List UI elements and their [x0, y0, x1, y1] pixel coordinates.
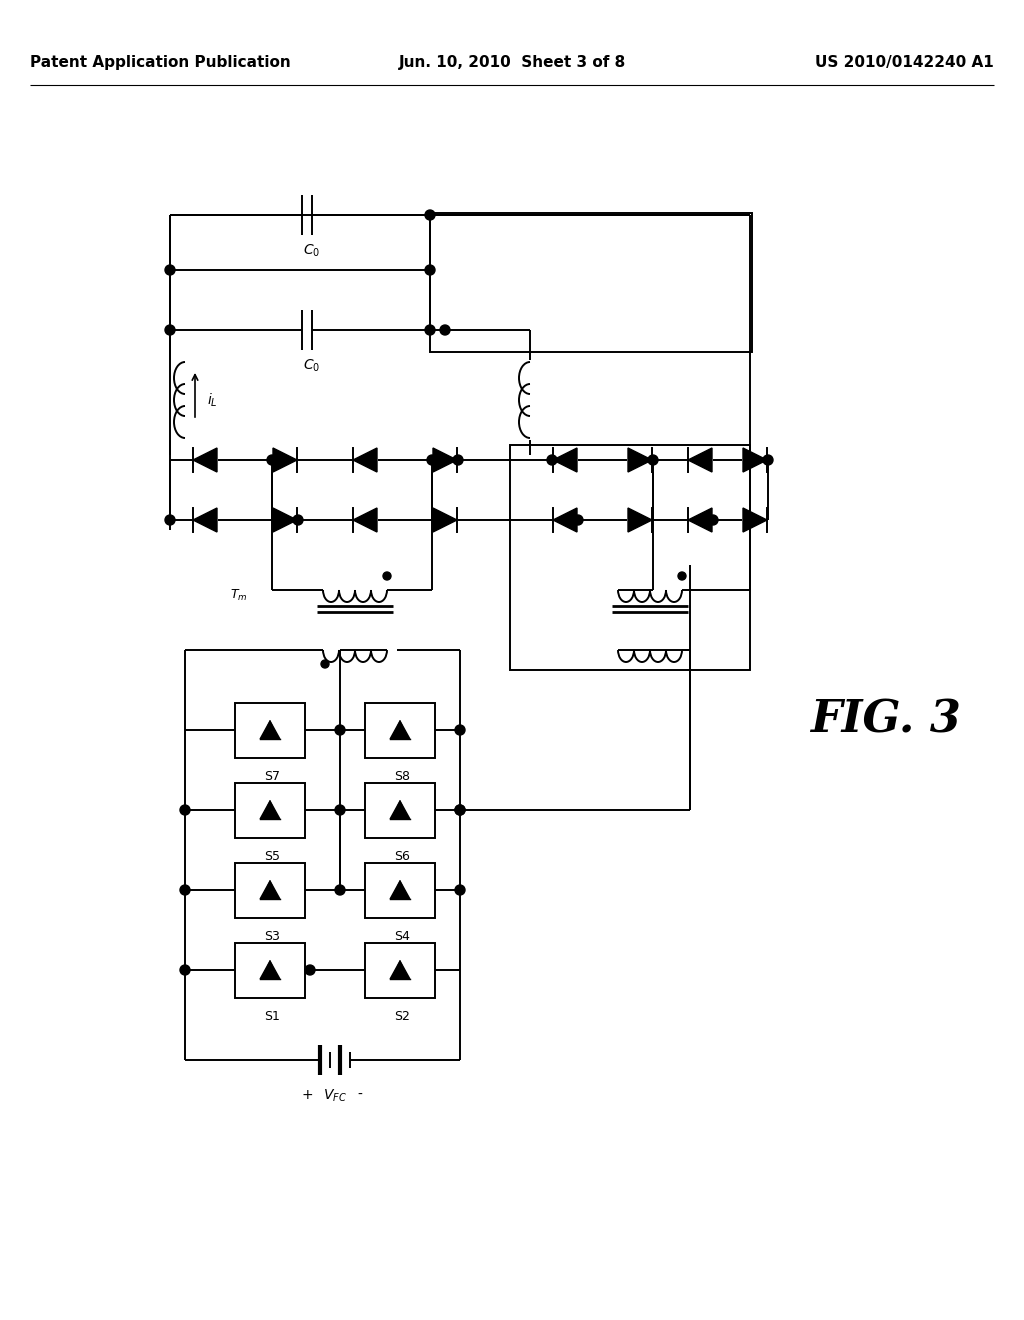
- Text: $T_m$: $T_m$: [230, 587, 248, 602]
- Polygon shape: [743, 508, 767, 532]
- Polygon shape: [433, 508, 457, 532]
- Polygon shape: [390, 961, 410, 979]
- Circle shape: [427, 455, 437, 465]
- Polygon shape: [260, 961, 280, 979]
- Circle shape: [335, 725, 345, 735]
- Text: Patent Application Publication: Patent Application Publication: [30, 55, 291, 70]
- Polygon shape: [260, 801, 280, 818]
- Text: $C_0$: $C_0$: [303, 243, 321, 260]
- Circle shape: [425, 210, 435, 220]
- Text: $V_{FC}$: $V_{FC}$: [323, 1088, 347, 1105]
- Circle shape: [425, 265, 435, 275]
- Circle shape: [335, 884, 345, 895]
- Polygon shape: [743, 447, 767, 473]
- Text: FIG. 3: FIG. 3: [810, 698, 961, 742]
- Circle shape: [678, 572, 686, 579]
- Bar: [234, 862, 305, 917]
- Bar: [234, 783, 305, 837]
- Text: +: +: [301, 1088, 312, 1102]
- Text: $C_0$: $C_0$: [303, 358, 321, 375]
- Bar: [365, 783, 435, 837]
- Polygon shape: [273, 508, 297, 532]
- Bar: [365, 942, 435, 998]
- Circle shape: [440, 325, 450, 335]
- Text: S5: S5: [264, 850, 280, 862]
- Circle shape: [267, 455, 278, 465]
- Circle shape: [425, 325, 435, 335]
- Circle shape: [165, 265, 175, 275]
- Polygon shape: [688, 508, 712, 532]
- Circle shape: [305, 965, 315, 975]
- Text: S2: S2: [394, 1010, 410, 1023]
- Polygon shape: [353, 447, 377, 473]
- Polygon shape: [553, 508, 577, 532]
- Text: US 2010/0142240 A1: US 2010/0142240 A1: [815, 55, 994, 70]
- Circle shape: [180, 965, 190, 975]
- Polygon shape: [390, 880, 410, 899]
- Text: S7: S7: [264, 770, 280, 783]
- Polygon shape: [628, 508, 652, 532]
- Bar: [234, 702, 305, 758]
- Circle shape: [383, 572, 391, 579]
- Circle shape: [455, 725, 465, 735]
- Circle shape: [453, 455, 463, 465]
- Circle shape: [763, 455, 773, 465]
- Circle shape: [547, 455, 557, 465]
- Circle shape: [180, 805, 190, 814]
- Circle shape: [455, 805, 465, 814]
- Circle shape: [455, 805, 465, 814]
- Circle shape: [708, 515, 718, 525]
- Circle shape: [180, 884, 190, 895]
- Polygon shape: [260, 880, 280, 899]
- Bar: [234, 942, 305, 998]
- Circle shape: [648, 455, 658, 465]
- Circle shape: [573, 515, 583, 525]
- Bar: [430, 213, 752, 352]
- Circle shape: [165, 515, 175, 525]
- Polygon shape: [353, 508, 377, 532]
- Polygon shape: [433, 447, 457, 473]
- Text: S3: S3: [264, 929, 280, 942]
- Bar: [365, 862, 435, 917]
- Circle shape: [455, 884, 465, 895]
- Polygon shape: [193, 508, 217, 532]
- Circle shape: [321, 660, 329, 668]
- Text: S8: S8: [394, 770, 410, 783]
- Text: S1: S1: [264, 1010, 280, 1023]
- Text: S6: S6: [394, 850, 410, 862]
- Circle shape: [293, 515, 303, 525]
- Polygon shape: [628, 447, 652, 473]
- Bar: [510, 445, 750, 671]
- Text: -: -: [357, 1088, 362, 1102]
- Text: Jun. 10, 2010  Sheet 3 of 8: Jun. 10, 2010 Sheet 3 of 8: [398, 55, 626, 70]
- Text: S4: S4: [394, 929, 410, 942]
- Polygon shape: [390, 801, 410, 818]
- Polygon shape: [260, 721, 280, 739]
- Text: $i_L$: $i_L$: [207, 391, 218, 409]
- Polygon shape: [193, 447, 217, 473]
- Polygon shape: [390, 721, 410, 739]
- Polygon shape: [273, 447, 297, 473]
- Polygon shape: [553, 447, 577, 473]
- Circle shape: [335, 805, 345, 814]
- Bar: [365, 702, 435, 758]
- Circle shape: [165, 325, 175, 335]
- Polygon shape: [688, 447, 712, 473]
